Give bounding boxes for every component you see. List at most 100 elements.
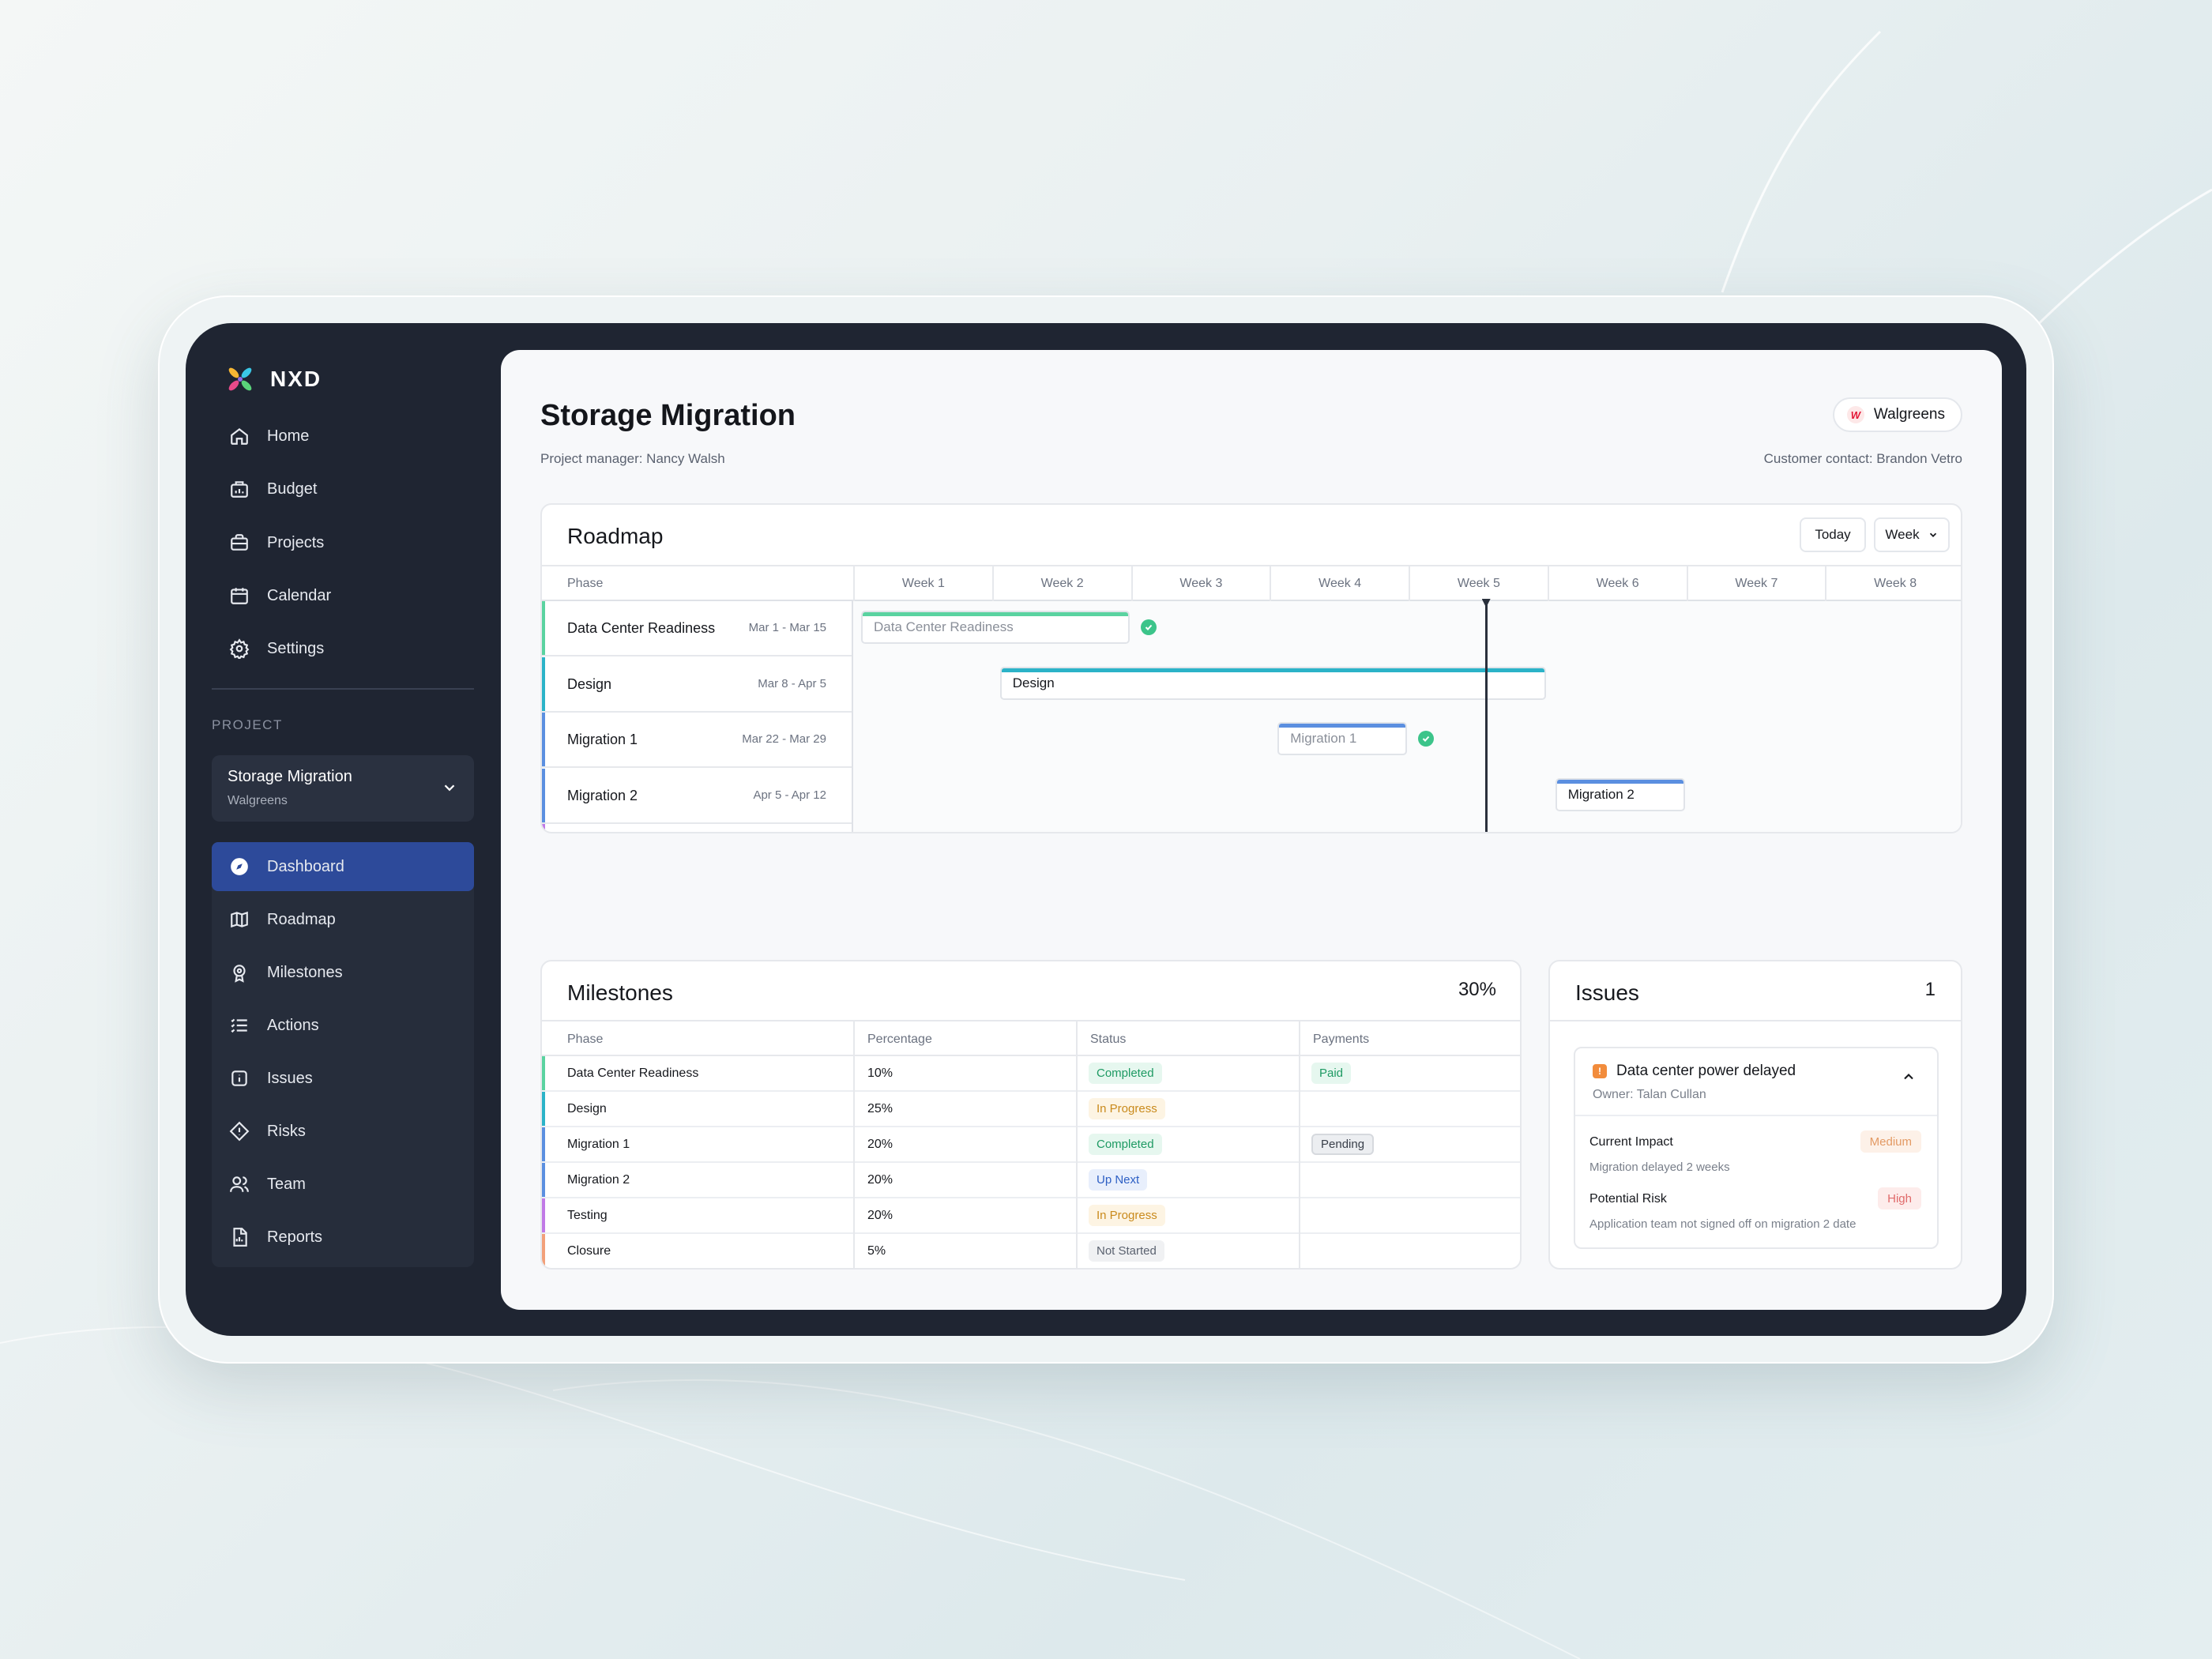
issue-owner: Owner: Talan Cullan (1593, 1088, 1706, 1101)
milestones-table-header: Phase Percentage Status Payments (542, 1020, 1520, 1056)
column-divider (1076, 1020, 1078, 1268)
subnav-dashboard[interactable]: Dashboard (212, 842, 474, 891)
client-badge[interactable]: W Walgreens (1832, 397, 1962, 432)
nav-home[interactable]: Home (212, 412, 474, 461)
phase-dates: Mar 22 - Mar 29 (742, 732, 826, 746)
milestone-row[interactable]: Migration 2 20% Up Next (542, 1163, 1520, 1198)
phase-name: Migration 1 (567, 732, 638, 747)
milestone-row[interactable]: Testing 20% In Progress (542, 1198, 1520, 1234)
milestone-phase: Migration 1 (567, 1138, 630, 1151)
info-icon (231, 1070, 247, 1086)
risk-label: Potential Risk (1589, 1192, 1667, 1206)
calendar-icon (231, 588, 248, 604)
client-logo-icon: W (1846, 406, 1864, 423)
roadmap-row[interactable]: Data Center Readiness Mar 1 - Mar 15 (542, 601, 852, 656)
subnav-roadmap[interactable]: Roadmap (212, 895, 474, 944)
subnav-team[interactable]: Team (212, 1160, 474, 1209)
issue-title: Data center power delayed (1616, 1063, 1796, 1079)
view-select[interactable]: Week (1874, 517, 1950, 552)
section-label: PROJECT (212, 717, 283, 732)
gantt-bar[interactable]: Design (999, 666, 1546, 700)
gantt-bar[interactable]: Migration 2 (1555, 777, 1685, 811)
payment-badge: Paid (1311, 1063, 1352, 1084)
milestone-row[interactable]: Data Center Readiness 10% Completed Paid (542, 1056, 1520, 1092)
nav-settings[interactable]: Settings (212, 624, 474, 673)
status-badge: Up Next (1089, 1169, 1148, 1191)
phase-header: Phase (567, 577, 604, 590)
milestone-row[interactable]: Closure 5% Not Started (542, 1234, 1520, 1268)
gantt-bar-label: Migration 1 (1290, 731, 1357, 746)
milestone-icon (233, 965, 246, 983)
status-badge: Not Started (1089, 1240, 1164, 1262)
phase-color-accent (542, 1092, 545, 1126)
sidebar-divider (212, 688, 474, 690)
roadmap-row[interactable]: Migration 1 Mar 22 - Mar 29 (542, 713, 852, 768)
impact-label: Current Impact (1589, 1135, 1673, 1149)
main-panel: Storage Migration Project manager: Nancy… (501, 350, 2002, 1310)
milestone-percentage: 25% (867, 1102, 893, 1115)
milestones-title: Milestones (567, 980, 673, 1005)
roadmap-row[interactable]: Migration 2 Apr 5 - Apr 12 (542, 768, 852, 824)
column-divider (1299, 1020, 1300, 1268)
project-subnav: Dashboard Roadmap Milestones Actions Iss… (212, 842, 474, 1267)
today-marker-line (1484, 601, 1488, 832)
gantt-bar[interactable]: Migration 1 (1277, 722, 1407, 755)
today-marker-icon (1481, 599, 1491, 608)
nav-projects[interactable]: Projects (212, 518, 474, 567)
subnav-reports[interactable]: Reports (212, 1213, 474, 1262)
roadmap-row[interactable]: TestingMar 29 - Apr 19 (542, 824, 852, 832)
issues-count: 1 (1924, 979, 1936, 1000)
status-badge: In Progress (1089, 1205, 1165, 1226)
roadmap-title: Roadmap (567, 524, 664, 548)
milestone-percentage: 10% (867, 1066, 893, 1080)
logo-icon (228, 367, 252, 391)
page-title: Storage Migration (540, 399, 796, 432)
phase-color-accent (542, 1163, 545, 1197)
gantt-bar-label: Design (1012, 675, 1055, 690)
nav-budget[interactable]: Budget (212, 465, 474, 514)
chevron-down-icon (1929, 532, 1936, 537)
roadmap-card: Roadmap Today Week Phase Week 1 Week 2 Wee… (540, 503, 1962, 833)
milestone-phase: Testing (567, 1209, 608, 1222)
milestone-percentage: 20% (867, 1138, 893, 1151)
milestones-card: Milestones 30% Phase Percentage Status P… (540, 960, 1522, 1270)
issue-item[interactable]: ! Data center power delayed Owner: Talan… (1574, 1047, 1939, 1249)
gantt-bar[interactable]: Data Center Readiness (861, 611, 1130, 644)
subnav-actions[interactable]: Actions (212, 1001, 474, 1050)
subnav-milestones[interactable]: Milestones (212, 948, 474, 997)
column-divider (853, 1020, 855, 1268)
phase-color-accent (542, 601, 545, 655)
phase-dates: Mar 1 - Mar 15 (748, 621, 826, 634)
roadmap-row[interactable]: Design Mar 8 - Apr 5 (542, 656, 852, 713)
week-header: Week 3 (1130, 566, 1270, 601)
nav-label: Settings (267, 639, 325, 657)
project-selector[interactable]: Storage Migration Walgreens (212, 755, 474, 822)
gantt-bar-accent (863, 612, 1128, 616)
phase-color-accent (542, 1198, 545, 1232)
risk-badge: High (1878, 1187, 1921, 1209)
status-badge: In Progress (1089, 1098, 1165, 1119)
chevron-up-icon[interactable] (1901, 1069, 1917, 1085)
phase-color-accent (542, 824, 545, 832)
milestone-phase: Closure (567, 1244, 611, 1258)
subnav-label: Dashboard (267, 857, 344, 875)
roadmap-timeline: Data Center Readiness Design Migration 1 Mi… (853, 599, 1961, 832)
issue-divider (1575, 1115, 1937, 1116)
phase-dates: Mar 8 - Apr 5 (758, 676, 826, 690)
milestone-row[interactable]: Design 25% In Progress (542, 1092, 1520, 1127)
week-header: Week 2 (991, 566, 1131, 601)
nav-calendar[interactable]: Calendar (212, 571, 474, 620)
col-status: Status (1090, 1033, 1127, 1046)
milestone-row[interactable]: Migration 1 20% Completed Pending (542, 1127, 1520, 1163)
compass-icon (231, 858, 248, 875)
subnav-risks[interactable]: Risks (212, 1107, 474, 1156)
week-header: Week 6 (1547, 566, 1687, 601)
today-button[interactable]: Today (1800, 517, 1866, 552)
customer-contact: Customer contact: Brandon Vetro (1763, 451, 1962, 466)
week-header: Week 5 (1409, 566, 1548, 601)
subnav-issues[interactable]: Issues (212, 1054, 474, 1103)
nav-label: Budget (267, 480, 318, 498)
logo[interactable]: NXD (224, 363, 322, 395)
milestones-percent: 30% (1458, 979, 1496, 1000)
app-name: NXD (270, 367, 322, 391)
